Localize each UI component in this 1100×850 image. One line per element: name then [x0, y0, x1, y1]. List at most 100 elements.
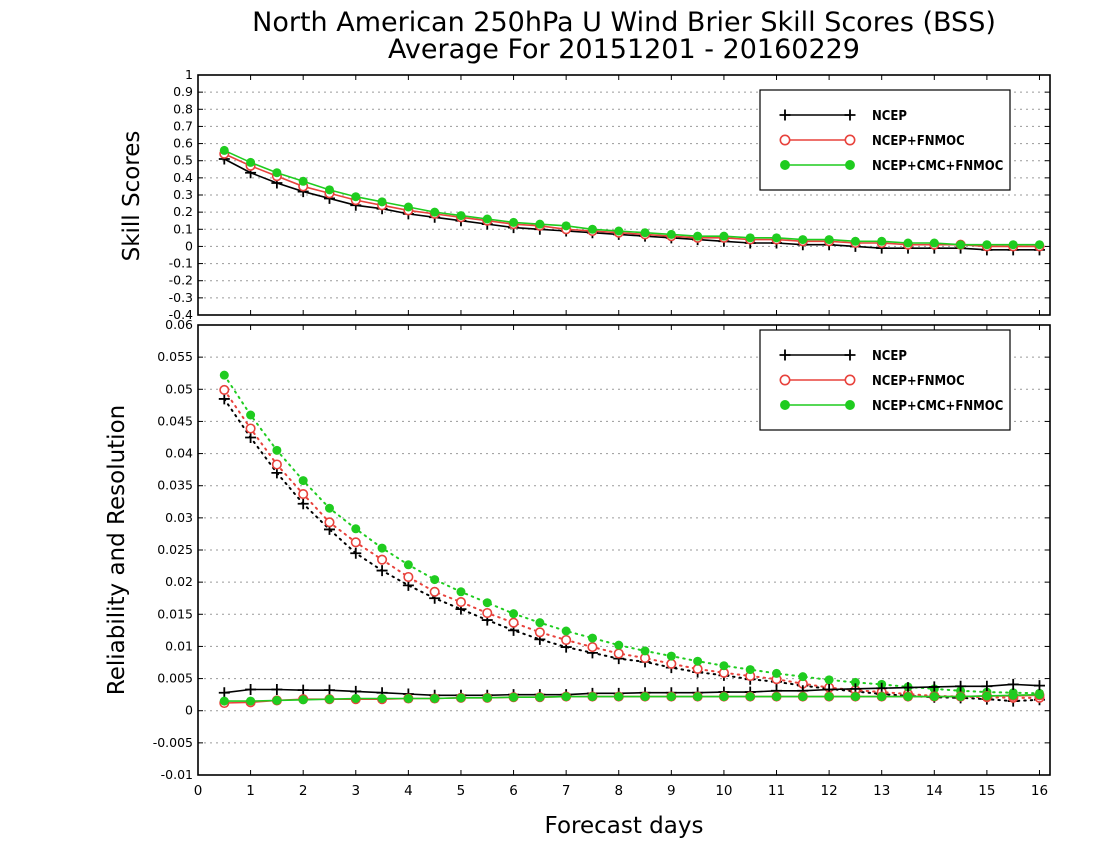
- data-point: [824, 692, 834, 702]
- data-point: [1008, 690, 1018, 700]
- y-tick-label: 0.06: [165, 317, 193, 332]
- data-point: [218, 393, 230, 405]
- legend-label: NCEP+FNMOC: [872, 134, 965, 149]
- data-point: [297, 684, 309, 696]
- y-tick-label: 0.015: [157, 606, 193, 621]
- data-point: [745, 692, 755, 702]
- x-tick-label: 12: [821, 783, 838, 799]
- series-line: [223, 388, 1041, 699]
- data-point: [377, 543, 387, 553]
- legend-marker: [845, 400, 855, 410]
- data-point: [798, 672, 808, 682]
- data-point: [956, 692, 966, 702]
- series-line: [223, 683, 1041, 697]
- data-point: [614, 692, 624, 702]
- y-tick-label: 0.045: [157, 413, 193, 428]
- data-point: [246, 410, 256, 420]
- y-tick-label: 0.8: [173, 101, 193, 116]
- data-point: [587, 633, 597, 643]
- y-tick-label: 0.6: [173, 136, 193, 151]
- reliability-resolution-ylabel: Reliability and Resolution: [104, 405, 130, 695]
- data-point: [429, 586, 440, 597]
- data-point: [509, 692, 519, 702]
- legend-marker: [779, 109, 791, 121]
- x-tick-label: 1: [246, 783, 255, 799]
- data-point: [246, 157, 256, 167]
- legend-marker: [780, 160, 790, 170]
- data-point: [298, 176, 308, 186]
- data-point: [535, 219, 545, 229]
- y-tick-label: 0.3: [173, 187, 193, 202]
- data-point: [850, 677, 860, 687]
- data-point: [929, 238, 939, 248]
- y-tick-label: 0.03: [165, 510, 193, 525]
- data-point: [509, 217, 519, 227]
- y-tick-label: -0.005: [153, 735, 193, 750]
- skill-scores-panel: -0.4 -0.3 -0.2 -0.1 0 0.1 0.2 0.3 0.4 0.5 0.6 0.7 0.…: [169, 67, 1051, 322]
- data-point: [298, 695, 308, 705]
- data-point: [614, 226, 624, 236]
- data-point: [982, 240, 992, 250]
- data-point: [351, 192, 361, 202]
- x-tick-label: 14: [926, 783, 943, 799]
- y-tick-label: 0.035: [157, 478, 193, 493]
- data-point: [246, 696, 256, 706]
- x-tick-label: 2: [299, 783, 308, 799]
- data-point: [298, 476, 308, 486]
- y-tick-label: 0.2: [173, 204, 193, 219]
- data-point: [982, 691, 992, 701]
- data-point: [877, 692, 887, 702]
- data-point: [561, 634, 572, 646]
- x-tick-label: 8: [614, 783, 623, 799]
- data-point: [535, 618, 545, 628]
- data-point: [666, 651, 676, 661]
- data-point: [666, 692, 676, 702]
- x-tick-label: 3: [351, 783, 360, 799]
- data-point: [271, 684, 283, 695]
- data-point: [587, 224, 597, 234]
- data-point: [219, 384, 230, 395]
- x-tick-label: 15: [978, 783, 995, 799]
- y-tick-label: 0.01: [165, 638, 193, 653]
- legend-marker: [780, 400, 790, 410]
- data-point: [298, 489, 309, 500]
- x-tick-label: 6: [509, 783, 518, 799]
- legend-marker: [779, 349, 791, 361]
- data-point: [798, 235, 808, 245]
- data-point: [272, 445, 282, 455]
- reliability-resolution-panel: -0.01 -0.005 0 0.005 0.01 0.015 0.02 0.025 0.03 0…: [153, 317, 1051, 799]
- data-point: [482, 598, 492, 608]
- data-point: [350, 547, 362, 559]
- legend-label: NCEP: [872, 349, 907, 364]
- data-point: [324, 185, 334, 195]
- skill-scores-ylabel: Skill Scores: [119, 131, 145, 262]
- y-tick-label: -0.01: [161, 767, 193, 782]
- data-point: [456, 693, 466, 703]
- data-point: [587, 642, 598, 653]
- data-point: [403, 560, 413, 570]
- chart-title-line1: North American 250hPa U Wind Brier Skill…: [252, 7, 996, 38]
- data-point: [955, 680, 967, 692]
- x-tick-label: 5: [457, 783, 466, 799]
- data-point: [719, 692, 729, 702]
- legend: NCEP NCEP+FNMOC NCEP+CMC+FNMOC: [759, 89, 1011, 191]
- y-tick-label: 0.055: [157, 349, 193, 364]
- data-point: [508, 617, 519, 628]
- data-point: [981, 680, 993, 692]
- y-tick-label: 0.9: [173, 84, 193, 99]
- y-tick-label: 1: [185, 67, 193, 82]
- data-point: [324, 694, 334, 704]
- data-point: [745, 665, 755, 675]
- plot-frame: [197, 74, 1051, 316]
- data-point: [377, 554, 388, 565]
- data-point: [297, 498, 309, 510]
- data-point: [928, 681, 940, 693]
- y-tick-label: 0.7: [173, 118, 193, 133]
- data-point: [377, 197, 387, 207]
- data-point: [902, 682, 914, 694]
- data-point: [1034, 690, 1044, 700]
- legend-marker: [844, 374, 856, 386]
- data-point: [1034, 240, 1044, 250]
- legend-label: NCEP+CMC+FNMOC: [872, 159, 1003, 174]
- data-point: [640, 692, 650, 702]
